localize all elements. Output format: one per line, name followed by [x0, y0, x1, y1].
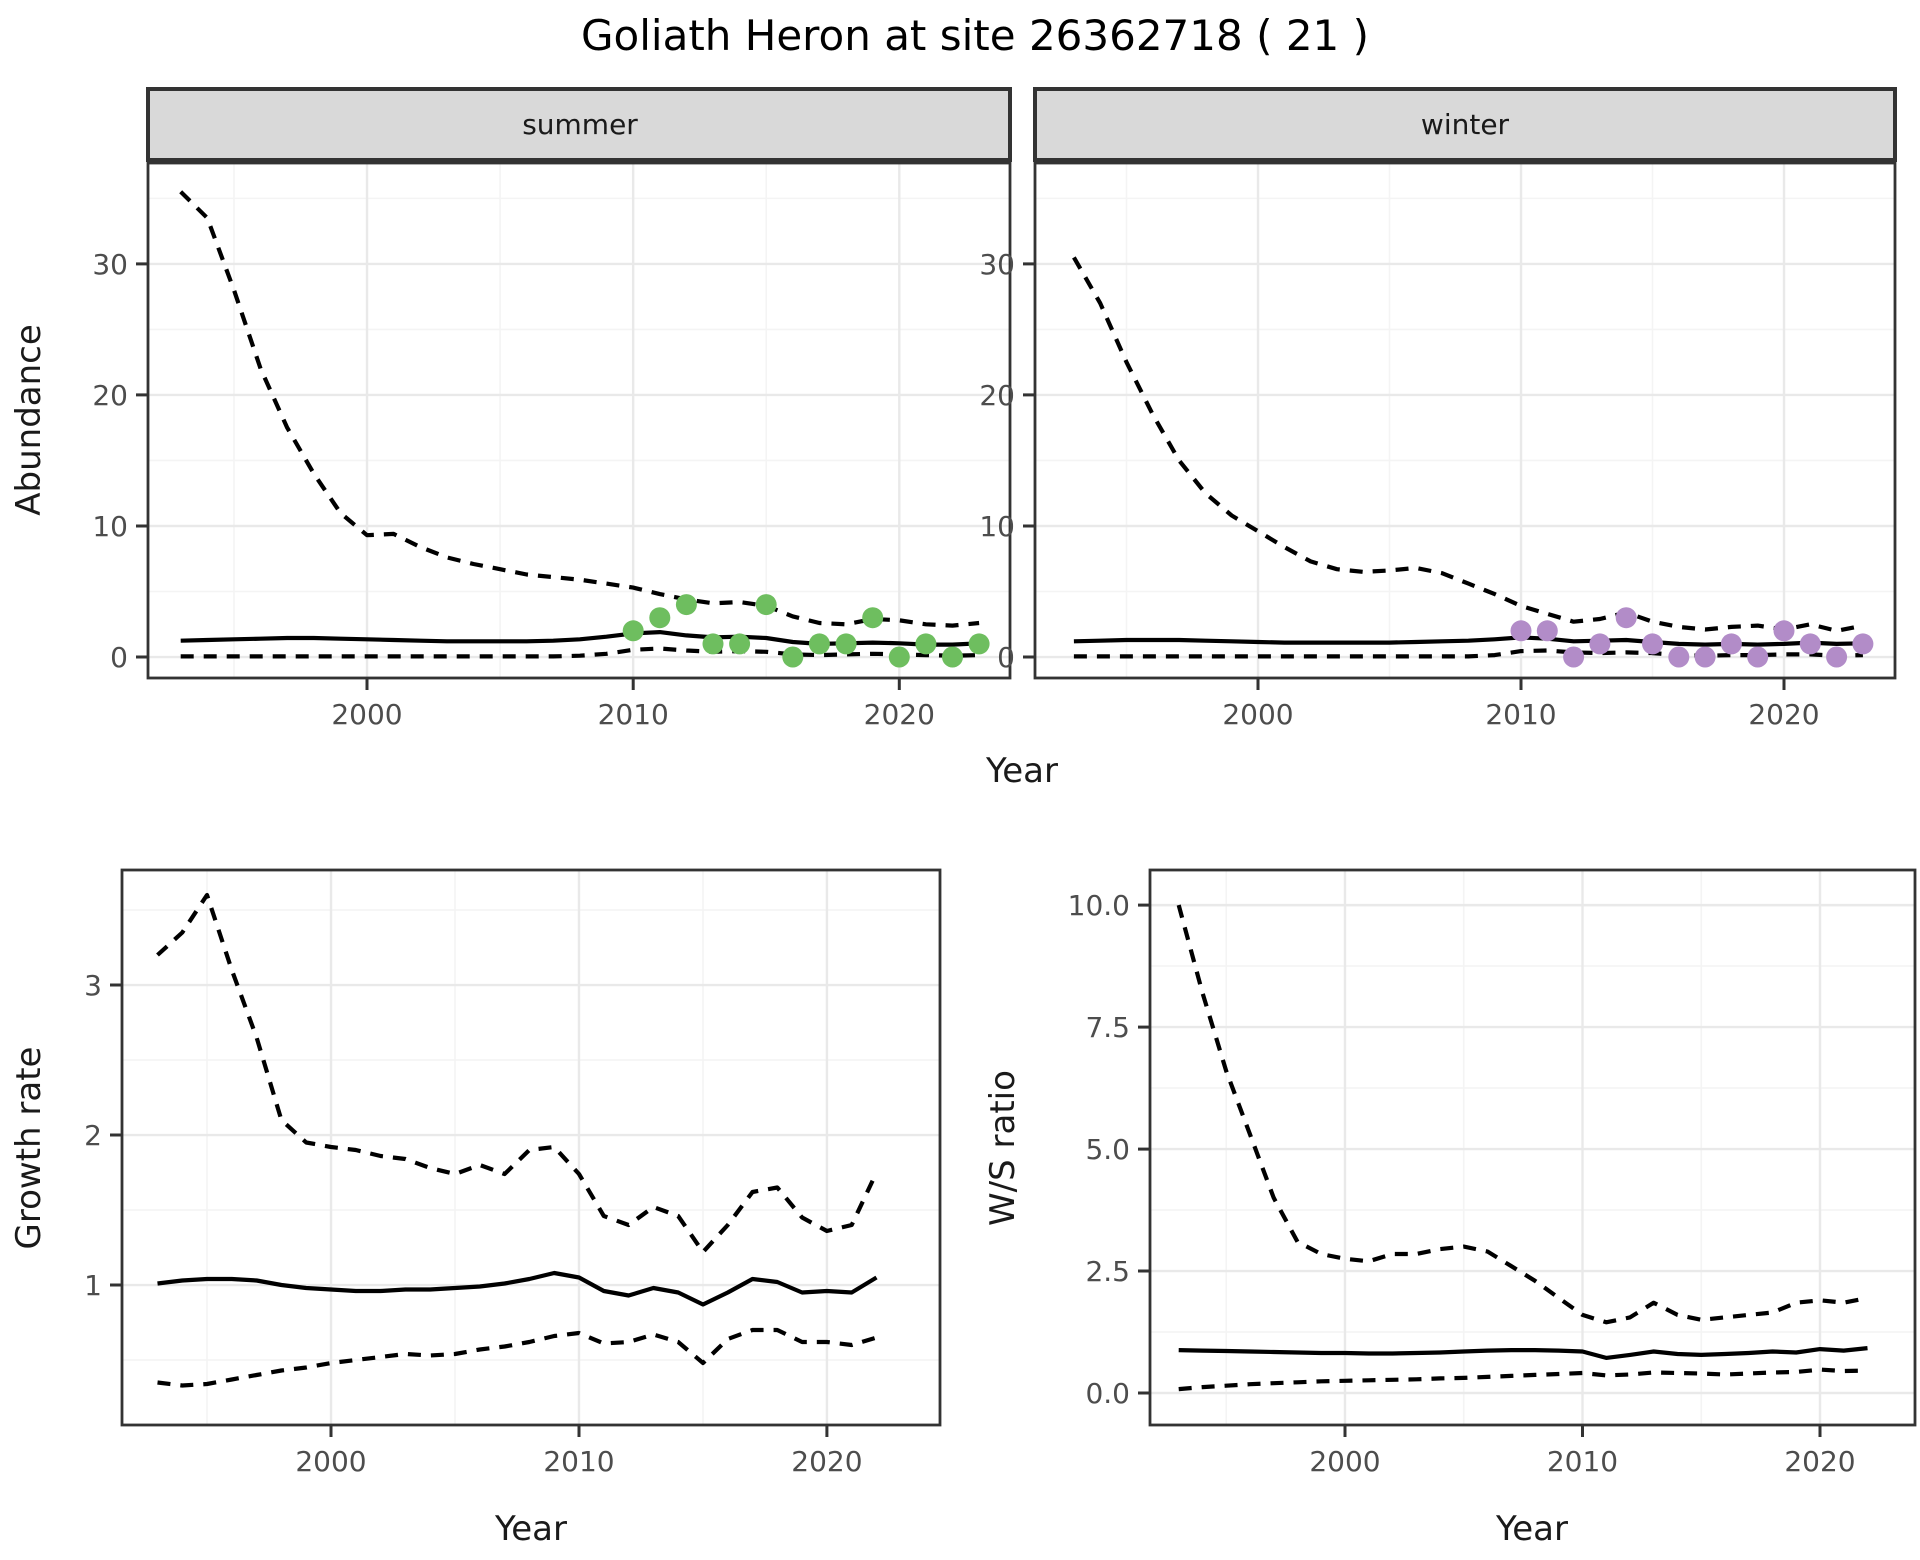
- x-tick-label: 2000: [295, 1445, 366, 1478]
- panel-growth-rate: 2000 2010 2020 1 2 3: [84, 868, 942, 1478]
- facet-strip-winter: winter: [1033, 87, 1897, 162]
- panel-background: [148, 163, 1010, 678]
- y-tick-label: 2.5: [1085, 1255, 1130, 1288]
- panel-border: [120, 868, 942, 1427]
- panel-border: [1033, 161, 1897, 680]
- x-tick-label: 2010: [1485, 698, 1556, 731]
- observed-point: [1826, 646, 1848, 668]
- observed-point: [729, 633, 751, 655]
- panel-border: [146, 161, 1012, 680]
- series-lower_95ci: [157, 1327, 878, 1388]
- x-tick-label: 2020: [1784, 1445, 1855, 1478]
- y-tick-label: 20: [979, 379, 1015, 412]
- observed-point: [915, 633, 937, 655]
- panel-background: [122, 870, 940, 1425]
- figure-title: Goliath Heron at site 26362718 ( 21 ): [581, 11, 1369, 60]
- y-tick-label: 3: [84, 969, 102, 1002]
- observed-point: [1642, 633, 1663, 655]
- observed-point: [649, 607, 671, 629]
- observed-point: [1589, 633, 1611, 655]
- panel-background: [1035, 163, 1895, 678]
- observed-point: [808, 633, 830, 655]
- series-lower_95ci: [180, 646, 980, 659]
- observed-point: [1773, 620, 1795, 642]
- series-lower_95ci: [1073, 648, 1863, 659]
- observed-point: [755, 594, 777, 616]
- x-tick-label: 2020: [791, 1445, 862, 1478]
- panel-abundance-winter: 2000 2010 2020 0 10 20 30: [979, 161, 1897, 731]
- strip-label-summer: summer: [522, 108, 638, 141]
- y-tick-label: 30: [979, 248, 1015, 281]
- observed-point: [1747, 646, 1769, 668]
- observed-point: [1668, 646, 1690, 668]
- observed-point: [1799, 633, 1821, 655]
- observed-point: [1694, 646, 1716, 668]
- x-tick-label: 2000: [331, 698, 402, 731]
- observed-point: [835, 633, 857, 655]
- observed-point: [888, 646, 910, 668]
- y-tick-label: 0: [110, 641, 128, 674]
- strip-box: [1033, 87, 1897, 162]
- y-tick-label: 7.5: [1085, 1011, 1130, 1044]
- panel-ws-ratio: 2000 2010 2020 0.0 2.5 5.0 7.5 10.0: [1068, 868, 1917, 1478]
- x-tick-label: 2000: [1222, 698, 1293, 731]
- observed-point: [1536, 620, 1558, 642]
- series-lower_95ci: [1178, 1367, 1868, 1392]
- y-tick-label: 2: [84, 1119, 102, 1152]
- series-upper_95ci: [156, 892, 879, 1255]
- y-axis-title-abundance: Abundance: [9, 324, 49, 516]
- observed-point: [675, 594, 697, 616]
- y-tick-label: 0.0: [1085, 1377, 1130, 1410]
- facet-strip-summer: summer: [146, 87, 1012, 162]
- y-axis-title-growth-rate: Growth rate: [9, 1047, 49, 1250]
- x-tick-label: 2010: [1547, 1445, 1618, 1478]
- observed-point: [862, 607, 884, 629]
- series-upper_95ci: [1072, 256, 1864, 633]
- y-tick-label: 10.0: [1068, 889, 1130, 922]
- observed-point: [1510, 620, 1532, 642]
- x-tick-label: 2010: [543, 1445, 614, 1478]
- y-tick-label: 30: [92, 248, 128, 281]
- x-tick-label: 2020: [864, 698, 935, 731]
- strip-box: [146, 87, 1012, 162]
- observed-point: [942, 646, 963, 668]
- y-tick-label: 20: [92, 379, 128, 412]
- x-tick-label: 2000: [1309, 1445, 1380, 1478]
- strip-label-winter: winter: [1421, 108, 1510, 141]
- observed-point: [702, 633, 724, 655]
- y-tick-label: 0: [997, 641, 1015, 674]
- x-tick-label: 2010: [598, 698, 669, 731]
- observed-point: [1563, 646, 1585, 668]
- y-tick-label: 5.0: [1085, 1133, 1130, 1166]
- y-tick-label: 1: [84, 1269, 102, 1302]
- observed-point: [968, 633, 990, 655]
- observed-point: [1720, 633, 1742, 655]
- observed-point: [1615, 607, 1637, 629]
- y-axis-title-ws-ratio: W/S ratio: [983, 1070, 1023, 1226]
- y-tick-label: 10: [979, 510, 1015, 543]
- series-median_fit: [1178, 1346, 1868, 1360]
- y-tick-label: 10: [92, 510, 128, 543]
- observed-point: [1852, 633, 1874, 655]
- observed-point: [782, 646, 804, 668]
- panel-border: [1148, 868, 1917, 1427]
- x-axis-title-growth-rate: Year: [494, 1509, 567, 1549]
- x-axis-title-ws-ratio: Year: [1495, 1509, 1568, 1549]
- x-axis-title-top: Year: [985, 751, 1058, 791]
- observed-point: [622, 620, 644, 642]
- x-tick-label: 2020: [1748, 698, 1819, 731]
- panel-background: [1150, 870, 1915, 1425]
- series-upper_95ci: [1176, 904, 1868, 1325]
- series-median_fit: [157, 1270, 878, 1307]
